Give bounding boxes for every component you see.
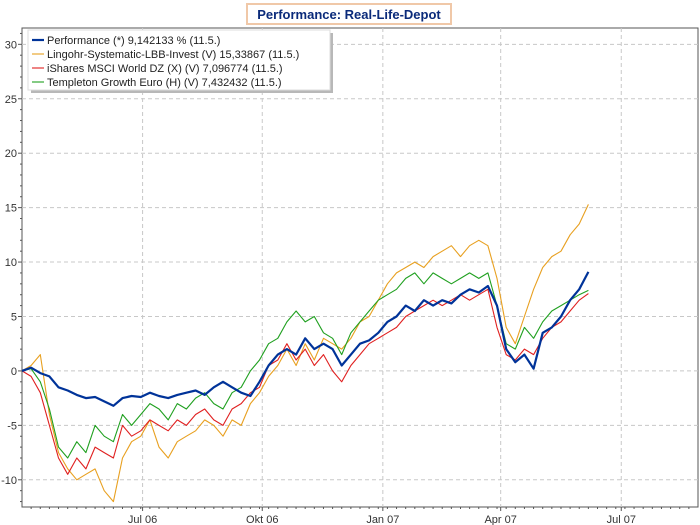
legend-entry: Lingohr-Systematic-LBB-Invest (V) 15,338… <box>47 49 299 61</box>
series-line-lingohr-systematic-lbb-invest <box>21 204 589 503</box>
series-line-performance <box>21 271 590 407</box>
x-tick-label: Apr 07 <box>484 514 516 525</box>
y-tick-label: 30 <box>5 39 17 51</box>
y-tick-label: -10 <box>1 475 17 487</box>
y-tick-label: -5 <box>7 420 17 432</box>
series-layer <box>21 204 590 503</box>
grid-layer <box>22 28 698 507</box>
y-tick-label: 20 <box>5 148 17 160</box>
chart-title: Performance: Real-Life-Depot <box>246 3 452 25</box>
legend-entry: Templeton Growth Euro (H) (V) 7,432432 (… <box>47 77 282 89</box>
tick-layer: -10 -5 0 5 10 15 20 25 30 Jul 06 Okt 06 Jan 07 Apr 0… <box>1 32 690 525</box>
y-tick-label: 0 <box>11 366 17 378</box>
y-tick-label: 15 <box>5 203 17 215</box>
series-line-ishares-msci-world-dz <box>21 288 589 475</box>
legend-entry: Performance (*) 9,142133 % (11.5.) <box>47 35 220 47</box>
y-tick-label: 25 <box>5 94 17 106</box>
x-tick-label: Jul 06 <box>128 514 157 525</box>
y-tick-label: 5 <box>11 311 17 323</box>
legend-entry: iShares MSCI World DZ (X) (V) 7,096774 (… <box>47 63 283 75</box>
y-tick-label: 10 <box>5 257 17 269</box>
legend-box <box>27 29 331 91</box>
series-line-templeton-growth-euro <box>21 272 589 459</box>
x-tick-label: Okt 06 <box>246 514 278 525</box>
x-tick-label: Jul 07 <box>607 514 636 525</box>
x-tick-label: Jan 07 <box>366 514 399 525</box>
plot-area <box>21 27 699 508</box>
legend: Performance (*) 9,142133 % (11.5.) Lingoh… <box>27 29 333 93</box>
